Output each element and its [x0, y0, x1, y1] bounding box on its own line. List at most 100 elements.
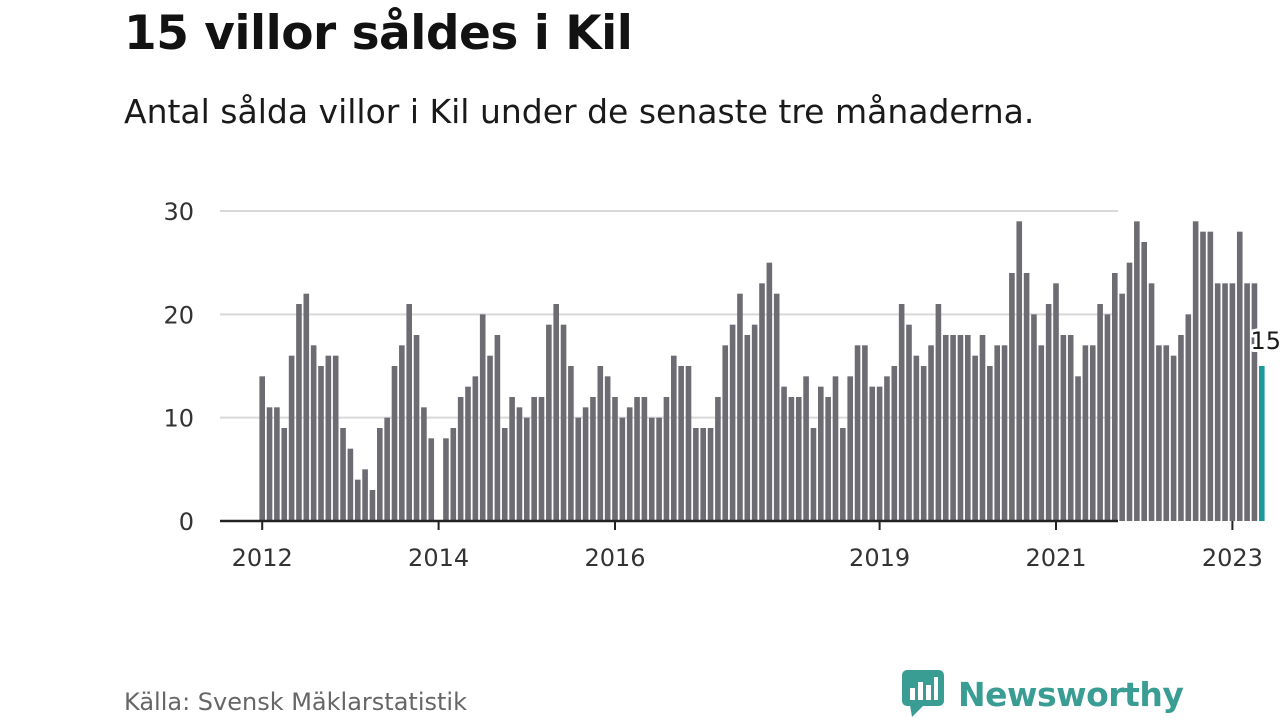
bar	[965, 335, 971, 521]
bar	[847, 376, 853, 521]
bar	[582, 407, 589, 521]
y-tick-label: 0	[179, 508, 194, 536]
bar	[1229, 283, 1236, 521]
bar	[457, 397, 464, 521]
bar	[1119, 293, 1125, 521]
bar	[369, 490, 376, 521]
bar	[994, 345, 1000, 521]
bar	[685, 366, 692, 521]
bar	[1053, 283, 1059, 521]
bar	[795, 397, 802, 521]
bar	[1009, 273, 1015, 521]
bar	[840, 428, 846, 521]
bar	[553, 304, 559, 521]
bar	[1222, 283, 1228, 521]
bar	[773, 293, 780, 521]
newsworthy-logo-icon	[902, 670, 944, 717]
bar	[1126, 262, 1133, 521]
bar	[737, 293, 743, 521]
bar	[479, 314, 486, 521]
bar	[318, 366, 324, 521]
bar	[509, 397, 515, 521]
bar	[906, 324, 912, 521]
bar	[450, 428, 457, 521]
bar	[310, 345, 317, 521]
bar	[303, 293, 310, 521]
y-tick-label: 30	[163, 198, 194, 226]
bar	[634, 397, 640, 521]
bar	[1001, 345, 1008, 521]
bar	[626, 407, 633, 521]
bar	[648, 417, 655, 521]
bar	[1134, 221, 1140, 521]
bar	[1097, 304, 1103, 521]
bar	[560, 324, 567, 521]
source-note: Källa: Svensk Mäklarstatistik	[124, 688, 467, 716]
bar	[862, 345, 868, 521]
bar	[1104, 314, 1111, 521]
bar	[531, 397, 537, 521]
bar	[935, 304, 942, 521]
bar	[524, 417, 530, 521]
bar	[766, 262, 773, 521]
bar	[604, 376, 611, 521]
bar	[1023, 273, 1030, 521]
bar	[406, 304, 412, 521]
bar	[281, 428, 288, 521]
bar	[288, 355, 295, 521]
bar	[891, 366, 898, 521]
bar	[854, 345, 861, 521]
bar	[1207, 231, 1214, 522]
bar	[1178, 335, 1184, 521]
bar	[1016, 221, 1023, 521]
bar	[1112, 273, 1118, 521]
highlight-bar	[1259, 366, 1265, 521]
bar	[898, 304, 905, 521]
bars	[259, 221, 1265, 522]
bar	[656, 417, 662, 521]
bar	[428, 438, 435, 521]
bar	[641, 397, 648, 521]
bar	[913, 355, 920, 521]
bar	[700, 428, 706, 521]
bar	[421, 407, 427, 521]
bar	[818, 386, 824, 521]
brand-logo[interactable]: Newsworthy	[902, 670, 1184, 718]
chart-subtitle: Antal sålda villor i Kil under de senast…	[124, 92, 1035, 131]
bar	[590, 397, 596, 521]
bar	[869, 386, 876, 521]
bar	[979, 335, 986, 521]
brand-name: Newsworthy	[958, 674, 1184, 714]
bar	[1236, 231, 1243, 522]
bar	[413, 335, 420, 521]
bar	[693, 428, 699, 521]
bar	[1067, 335, 1074, 521]
bar	[803, 376, 809, 521]
bar	[957, 335, 964, 521]
y-tick-label: 10	[163, 405, 194, 433]
bar	[942, 335, 949, 521]
bar	[1192, 221, 1199, 521]
bar	[259, 376, 265, 521]
bar	[325, 355, 332, 521]
bar	[671, 355, 677, 521]
bar	[920, 366, 927, 521]
bar	[347, 448, 354, 521]
bar	[274, 407, 280, 521]
bar	[928, 345, 934, 521]
bar	[825, 397, 831, 521]
bar	[516, 407, 523, 521]
bar	[1045, 304, 1052, 521]
bar	[663, 397, 670, 521]
axes	[220, 519, 1234, 530]
bar	[1148, 283, 1155, 521]
bar	[266, 407, 273, 521]
bar	[707, 428, 714, 521]
bar	[465, 386, 471, 521]
bar	[1156, 345, 1162, 521]
bar	[597, 366, 604, 521]
bar	[1082, 345, 1089, 521]
bar	[391, 366, 398, 521]
x-tick-label: 2023	[1202, 544, 1263, 572]
bar	[972, 355, 978, 521]
